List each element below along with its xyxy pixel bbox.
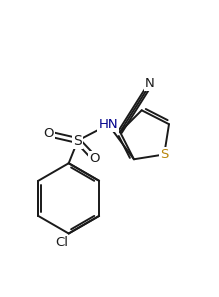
Text: S: S: [160, 148, 168, 161]
Text: O: O: [43, 127, 54, 140]
Text: S: S: [73, 134, 82, 148]
Text: N: N: [145, 77, 154, 90]
Text: HN: HN: [99, 118, 118, 131]
Text: O: O: [90, 152, 100, 165]
Text: Cl: Cl: [55, 236, 68, 249]
